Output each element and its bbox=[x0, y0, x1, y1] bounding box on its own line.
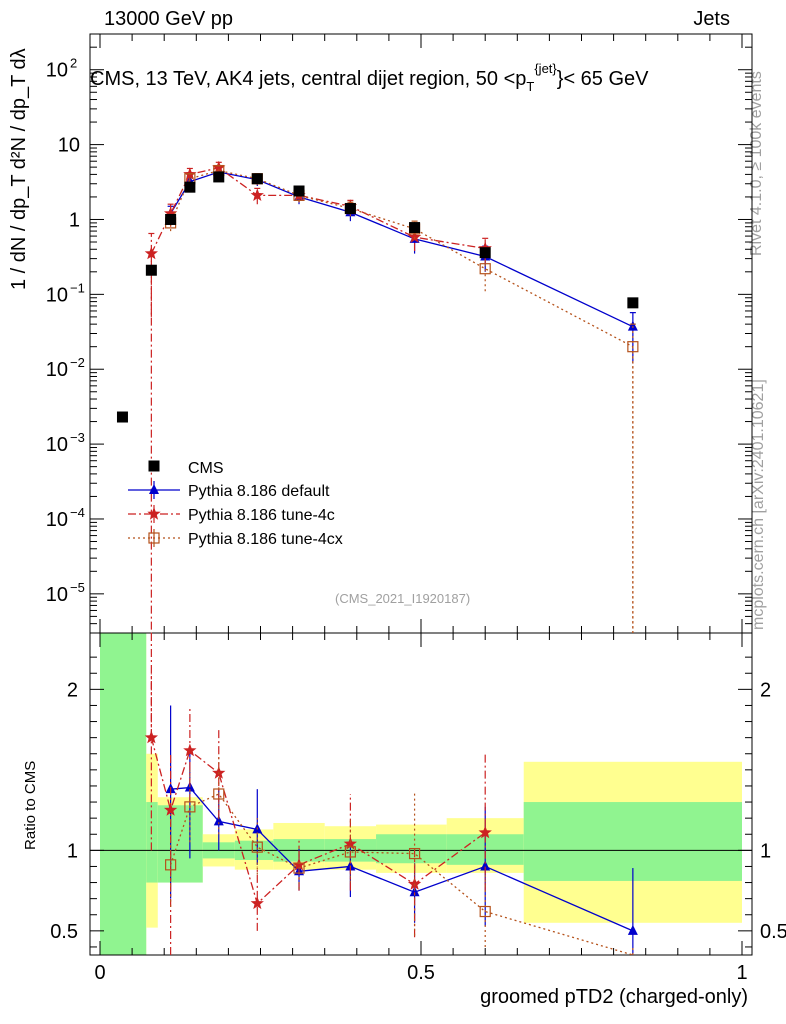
x-tick-label-1: 0.5 bbox=[407, 962, 435, 984]
y-tick-label-4: 10 bbox=[46, 284, 68, 306]
series-2-ratio-point-2 bbox=[213, 788, 225, 800]
series-1-ratio-point-8 bbox=[478, 825, 492, 839]
series-0-point-8 bbox=[627, 320, 638, 331]
cms-data-point-4 bbox=[213, 171, 225, 183]
y-tick-exponent-2: −3 bbox=[70, 430, 85, 445]
y-tick-exponent-0: −5 bbox=[70, 580, 85, 595]
cms-data-point-5 bbox=[251, 173, 263, 185]
cms-data-point-10 bbox=[627, 297, 639, 309]
y-tick-exponent-1: −4 bbox=[70, 505, 85, 520]
chart-title-tail: }< 65 GeV bbox=[556, 68, 649, 90]
series-2-ratio-point-6 bbox=[408, 847, 421, 860]
cms-data-point-8 bbox=[409, 222, 421, 234]
series-0-ratio-point-7 bbox=[480, 860, 491, 871]
legend-marker-0 bbox=[149, 484, 159, 494]
ratio-bands bbox=[100, 633, 742, 955]
series-2-ratio-point-4 bbox=[293, 862, 305, 874]
chart-title: CMS, 13 TeV, AK4 jets, central dijet reg… bbox=[90, 61, 649, 94]
stat-uncertainty-band-0 bbox=[100, 633, 147, 955]
legend-marker-2 bbox=[148, 532, 160, 544]
cms-data-point-0 bbox=[116, 411, 128, 423]
series-1-point-4 bbox=[250, 188, 264, 201]
series-1-point-0 bbox=[144, 246, 158, 260]
chart-title-main: CMS, 13 TeV, AK4 jets, central dijet reg… bbox=[90, 68, 527, 90]
series-1-point-1 bbox=[164, 206, 178, 220]
y-tick-label-5: 1 bbox=[69, 209, 80, 231]
cms-data-point-2 bbox=[165, 213, 177, 225]
y-tick-label-3: 10 bbox=[46, 359, 68, 381]
legend-marker-cms bbox=[148, 460, 160, 472]
y-tick-label-0: 10 bbox=[46, 584, 68, 606]
ratio-plot-frame: 0 0.5 1 0.5 0.5 1 1 2 2 bbox=[50, 632, 786, 984]
cms-data-point-9 bbox=[479, 247, 491, 259]
y-tick-exponent-7: 2 bbox=[70, 56, 77, 71]
cms-data-point-1 bbox=[145, 264, 157, 276]
series-2-ratio-point-0 bbox=[165, 859, 177, 871]
x-axis-label: groomed pTD2 (charged-only) bbox=[480, 986, 748, 1008]
series-1-ratio-point-1 bbox=[164, 803, 178, 816]
legend: CMS Pythia 8.186 default Pythia 8.186 tune… bbox=[128, 460, 343, 548]
x-tick-label-2: 1 bbox=[736, 962, 747, 984]
legend-marker-1 bbox=[147, 507, 161, 520]
legend-label-1: Pythia 8.186 tune-4c bbox=[188, 507, 335, 524]
chart-title-sub: T bbox=[526, 79, 535, 94]
x-tick-label-0: 0 bbox=[94, 962, 105, 984]
series-2-line bbox=[170, 169, 634, 348]
legend-label-2: Pythia 8.186 tune-4cx bbox=[188, 531, 343, 548]
series-1-ratio-point-5 bbox=[292, 857, 306, 871]
ratio-y-tick-label-right-2: 2 bbox=[760, 679, 771, 701]
series-0-ratio-point-5 bbox=[345, 860, 356, 871]
series-1-ratio-point-7 bbox=[407, 877, 422, 890]
stat-uncertainty-band-2 bbox=[157, 805, 203, 883]
analysis-watermark: (CMS_2021_I1920187) bbox=[335, 591, 471, 606]
series-0-ratio-point-8 bbox=[627, 924, 638, 935]
legend-label-0: Pythia 8.186 default bbox=[188, 483, 330, 500]
stat-uncertainty-band-9 bbox=[523, 802, 742, 881]
series-2-ratio-point-3 bbox=[251, 841, 263, 853]
cms-data-point-3 bbox=[184, 181, 196, 193]
ratio-y-tick-label-left-0: 0.5 bbox=[50, 921, 78, 943]
cms-data-point-6 bbox=[293, 185, 305, 197]
y-tick-exponent-3: −2 bbox=[70, 355, 85, 370]
series-1-point-3 bbox=[212, 160, 226, 174]
stat-uncertainty-band-1 bbox=[146, 802, 158, 883]
cms-data-point-7 bbox=[344, 203, 356, 215]
y-tick-exponent-4: −1 bbox=[70, 280, 85, 295]
ratio-y-tick-label-left-2: 2 bbox=[67, 679, 78, 701]
series-0-ratio-point-6 bbox=[409, 886, 420, 897]
ratio-y-tick-label-left-1: 1 bbox=[67, 840, 78, 862]
ratio-y-tick-label-right-0: 0.5 bbox=[760, 921, 786, 943]
data-layer bbox=[116, 171, 639, 423]
chart-title-sup: {jet} bbox=[534, 61, 557, 76]
series-2-ratio-point-7 bbox=[479, 905, 491, 918]
series-0-ratio-point-2 bbox=[213, 815, 224, 826]
y-tick-label-7: 10 bbox=[46, 60, 68, 82]
y-tick-label-1: 10 bbox=[46, 509, 68, 531]
series-2-ratio-point-1 bbox=[184, 801, 196, 813]
series-2-ratio-point-5 bbox=[344, 846, 356, 858]
series-1-ratio-point-6 bbox=[343, 836, 357, 850]
ratio-y-tick-label-right-1: 1 bbox=[760, 840, 771, 862]
series-0-line bbox=[170, 171, 634, 328]
series-2-point-7 bbox=[479, 263, 491, 275]
header-collision-label: 13000 GeV pp bbox=[104, 8, 233, 30]
header-category-label: Jets bbox=[693, 8, 730, 30]
y-tick-label-2: 10 bbox=[46, 434, 68, 456]
series-1-ratio-point-4 bbox=[250, 896, 264, 910]
series-1-ratio-point-0 bbox=[144, 730, 158, 744]
series-1-point-7 bbox=[407, 230, 422, 243]
y-tick-label-6: 10 bbox=[58, 135, 80, 157]
legend-label-cms: CMS bbox=[188, 460, 224, 477]
series-1-ratio-point-2 bbox=[183, 743, 197, 757]
